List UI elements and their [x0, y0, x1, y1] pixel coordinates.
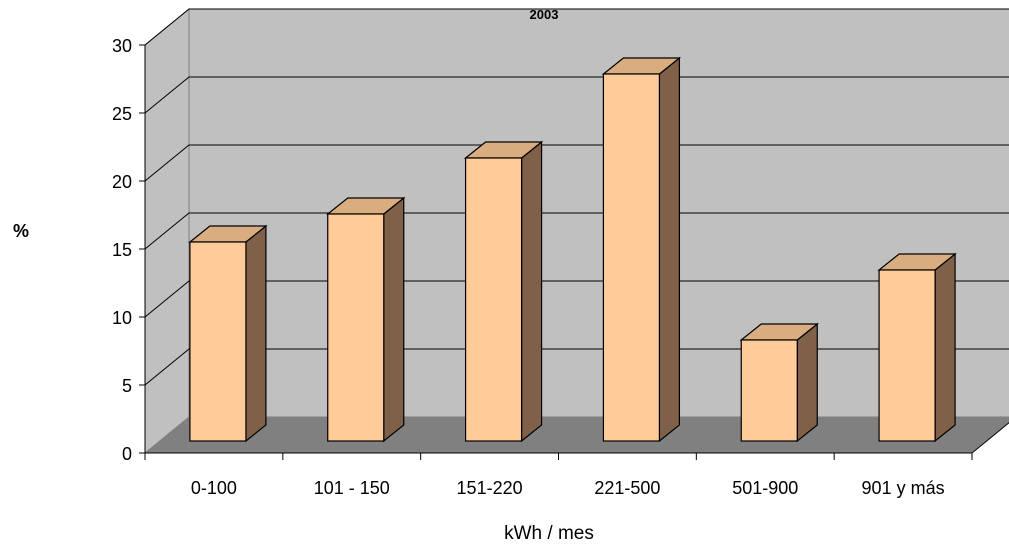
- bar: [188, 224, 268, 443]
- bars: [188, 56, 957, 443]
- bar-front: [189, 241, 247, 442]
- bar-side: [520, 140, 543, 443]
- bar: [326, 196, 406, 443]
- bar: [877, 252, 957, 443]
- bar-side: [245, 224, 267, 443]
- y-tick-label: 30: [112, 36, 132, 56]
- x-tick-label: 901 y más: [862, 478, 945, 498]
- bar-front: [327, 213, 385, 442]
- gridline: [144, 212, 1009, 250]
- gridlines: [144, 8, 1009, 386]
- gridline: [144, 280, 1009, 318]
- y-tick-label: 20: [112, 172, 132, 192]
- y-tick-label: 10: [112, 308, 132, 328]
- axes: [139, 44, 1009, 460]
- gridline: [144, 8, 1009, 46]
- gridline: [144, 76, 1009, 114]
- bar-side: [796, 322, 818, 443]
- bar-front: [740, 339, 798, 442]
- x-tick-label: 151-220: [457, 478, 523, 498]
- x-axis-label: kWh / mes: [504, 523, 594, 544]
- y-tick-label: 0: [122, 444, 132, 464]
- gridline: [144, 144, 1009, 182]
- bar-side: [658, 56, 681, 443]
- bar-side: [934, 252, 956, 443]
- x-tick-label: 101 - 150: [314, 478, 390, 498]
- bar-front: [464, 157, 523, 442]
- y-axis-label: %: [13, 221, 29, 241]
- x-tick-label: 501-900: [732, 478, 798, 498]
- bar: [739, 322, 819, 443]
- bar: [601, 56, 682, 443]
- chart-title: 2003: [530, 7, 559, 22]
- y-tick-label: 15: [112, 240, 132, 260]
- bar: [463, 140, 544, 443]
- bar-front: [878, 269, 936, 442]
- tick-labels: 0 5 10 15 20 25 30 0-100 101 - 150 151-220 221-500…: [112, 36, 945, 498]
- y-tick-label: 5: [122, 376, 132, 396]
- bar-side: [383, 196, 405, 443]
- x-tick-label: 221-500: [594, 478, 660, 498]
- gridline: [144, 348, 1009, 386]
- bar-front: [602, 73, 661, 442]
- x-tick-label: 0-100: [191, 478, 237, 498]
- y-tick-label: 25: [112, 104, 132, 124]
